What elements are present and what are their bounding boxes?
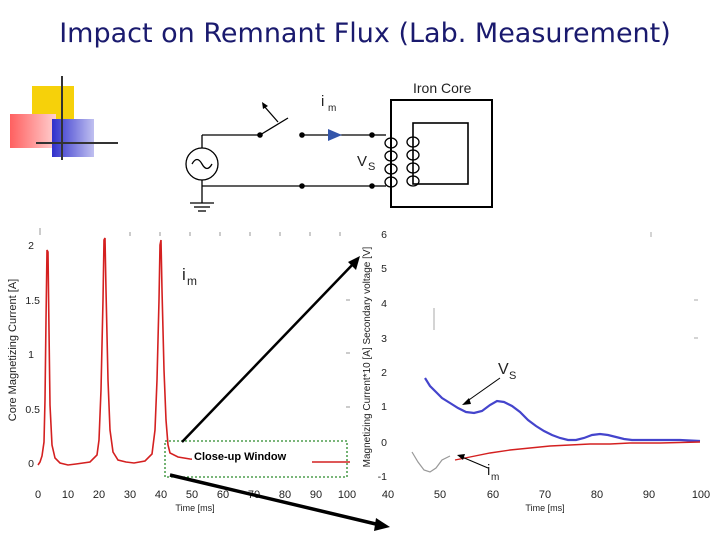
left-xtick: 90 [310, 489, 322, 501]
im-label-sub: m [328, 103, 336, 114]
zoom-arrows [169, 256, 390, 531]
left-current-trace [37, 237, 350, 466]
close-up-window-label: Close-up Window [194, 451, 287, 463]
circuit-diagram: Iron Core i m V S [185, 80, 493, 212]
right-ytick: 2 [381, 367, 387, 379]
left-xtick: 40 [155, 489, 167, 501]
right-ytick: 3 [381, 333, 387, 345]
right-plot-yticks: -1 0 1 2 3 4 5 6 [378, 229, 388, 483]
right-ytick: -1 [378, 471, 387, 483]
right-xtick: 40 [382, 489, 394, 501]
right-xtick: 100 [692, 489, 710, 501]
im-trace [454, 441, 701, 461]
left-xtick: 10 [62, 489, 74, 501]
right-plot-xticks: 40 50 60 70 80 90 100 [382, 489, 710, 501]
right-im-label-sub: m [491, 472, 499, 483]
left-ytick: 1.5 [25, 295, 40, 307]
left-plot-ylabel: Core Magnetizing Current [A] [7, 279, 19, 421]
switch-blade [259, 117, 289, 136]
iron-core [390, 99, 493, 208]
right-ytick: 0 [381, 437, 387, 449]
vs-trace [424, 377, 701, 443]
right-xtick: 90 [643, 489, 655, 501]
im-label: i [321, 93, 324, 110]
left-plot-frame-ticks [39, 228, 350, 408]
right-xtick: 80 [591, 489, 603, 501]
right-xtick: 60 [487, 489, 499, 501]
iron-core-label: Iron Core [413, 80, 472, 96]
left-xtick: 20 [93, 489, 105, 501]
left-xtick: 80 [279, 489, 291, 501]
zoom-arrow-head-icon [374, 518, 390, 531]
right-ytick: 5 [381, 263, 387, 275]
deco-blue-block [52, 119, 94, 157]
right-plot-frame-ticks [433, 232, 698, 339]
right-ytick: 4 [381, 298, 387, 310]
right-plot-xlabel: Time [ms] [525, 503, 564, 513]
right-im-label: i [487, 462, 490, 479]
right-xtick: 50 [434, 489, 446, 501]
left-im-label: i [182, 265, 186, 284]
secondary-coil [406, 136, 420, 187]
slide-title: Impact on Remnant Flux (Lab. Measurement… [59, 18, 671, 49]
left-xtick: 60 [217, 489, 229, 501]
current-arrow-icon [328, 129, 342, 141]
left-plot: Core Magnetizing Current [A] 0 0.5 1 1.5… [7, 228, 356, 513]
right-xtick: 70 [539, 489, 551, 501]
left-ytick: 2 [28, 240, 34, 252]
initial-transient-trace [411, 451, 451, 473]
deco-vertical-line [61, 76, 63, 160]
right-plot: Magnetizing Current*10 [A] Secondary vol… [362, 229, 710, 513]
right-vs-label: V [498, 361, 509, 378]
left-ytick: 0.5 [25, 404, 40, 416]
right-vs-label-sub: S [509, 370, 516, 382]
vs-label: V [357, 153, 367, 170]
primary-coil [384, 137, 398, 188]
left-plot-yticks: 0 0.5 1 1.5 2 [25, 240, 40, 470]
left-xtick: 30 [124, 489, 136, 501]
left-plot-xlabel: Time [ms] [175, 503, 214, 513]
left-ytick: 1 [28, 349, 34, 361]
close-up-window [164, 440, 348, 478]
vs-pointer-icon [462, 398, 471, 405]
im-pointer-icon [457, 454, 465, 460]
left-ytick: 0 [28, 458, 34, 470]
right-ytick: 1 [381, 401, 387, 413]
left-xtick: 100 [338, 489, 356, 501]
left-plot-xticks: 0 10 20 30 40 50 60 70 80 90 100 [35, 489, 356, 501]
vs-label-sub: S [368, 161, 375, 173]
left-im-label-sub: m [187, 274, 197, 288]
left-xtick: 50 [186, 489, 198, 501]
zoom-arrow-head-icon [348, 256, 360, 270]
right-ytick: 6 [381, 229, 387, 241]
left-xtick: 0 [35, 489, 41, 501]
deco-horizontal-line [36, 142, 118, 144]
right-plot-ylabel: Magnetizing Current*10 [A] Secondary vol… [362, 246, 373, 467]
